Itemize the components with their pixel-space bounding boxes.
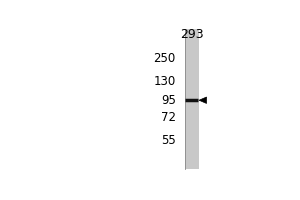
Text: 130: 130 [154,75,176,88]
Text: 72: 72 [161,111,176,124]
Text: 250: 250 [154,52,176,65]
Text: 95: 95 [161,94,176,107]
Bar [185,29,199,169]
Polygon shape [199,97,206,103]
Text: 55: 55 [161,134,176,147]
Text: 293: 293 [180,28,204,41]
